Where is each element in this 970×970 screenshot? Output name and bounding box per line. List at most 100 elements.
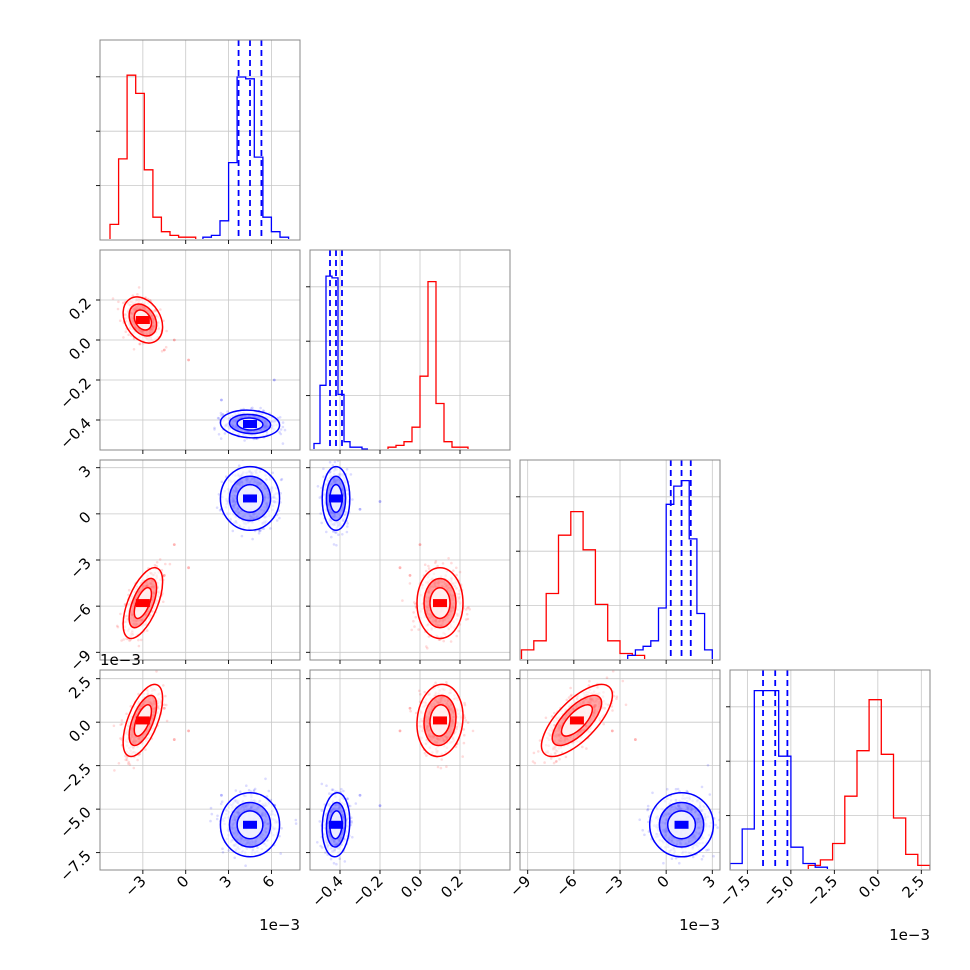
sample-point <box>112 724 116 728</box>
sample-point <box>549 757 553 760</box>
sample-point <box>463 716 467 719</box>
sample-point <box>216 814 219 818</box>
sample-point <box>125 758 129 762</box>
sample-point <box>419 693 422 696</box>
sample-point <box>423 751 427 755</box>
sample-point <box>558 757 561 761</box>
sample-point <box>346 522 350 525</box>
sample-point <box>569 686 572 690</box>
sample-point <box>144 748 147 751</box>
sample-point <box>615 695 619 698</box>
sample-point <box>136 758 139 762</box>
sample-point <box>427 567 431 570</box>
sample-point <box>168 562 172 566</box>
sample-point <box>269 527 272 530</box>
sample-point <box>129 705 133 708</box>
sample-point <box>251 537 254 541</box>
sample-point <box>160 349 164 353</box>
sample-point <box>155 564 158 568</box>
sample-point <box>219 437 223 440</box>
sample-point <box>414 602 417 606</box>
sample-point <box>434 560 438 563</box>
sample-point <box>120 719 124 722</box>
sample-point <box>294 818 298 822</box>
sample-point <box>121 301 125 305</box>
sample-point <box>624 703 628 707</box>
sample-point <box>111 297 115 300</box>
sample-point <box>440 758 444 761</box>
sample-point <box>237 464 241 468</box>
sample-point <box>553 711 556 715</box>
sample-point <box>468 608 472 611</box>
sample-point <box>564 755 568 759</box>
sample-point <box>119 612 122 616</box>
background-layer <box>100 40 930 870</box>
sample-point <box>116 625 120 629</box>
sample-point <box>436 564 439 568</box>
sample-point <box>346 525 349 528</box>
sample-point <box>125 712 128 716</box>
sample-point <box>466 606 469 610</box>
sample-point <box>240 534 244 538</box>
gridlines-2-2 <box>520 460 720 660</box>
sample-point <box>164 694 167 698</box>
sample-point <box>442 663 445 666</box>
sample-point <box>120 639 123 642</box>
sample-point <box>552 761 556 765</box>
sample-point <box>588 679 591 683</box>
sample-point <box>138 342 142 346</box>
sample-point <box>335 544 338 547</box>
sample-point <box>278 431 281 434</box>
sample-point <box>621 679 625 683</box>
sample-point <box>271 471 275 475</box>
gridlines-1-1 <box>310 250 510 450</box>
sample-point <box>275 519 279 522</box>
sample-point <box>279 478 283 482</box>
sample-point <box>455 566 458 570</box>
sample-point <box>538 739 542 742</box>
sample-point <box>113 769 116 772</box>
sample-point <box>120 722 124 726</box>
sample-point <box>565 698 569 702</box>
sample-point <box>125 637 128 641</box>
sample-point <box>457 629 461 633</box>
sample-point <box>455 634 459 638</box>
sample-point <box>587 684 591 687</box>
sample-point <box>436 765 440 769</box>
sample-point <box>447 557 450 560</box>
sample-point <box>233 455 236 458</box>
sample-point <box>319 512 323 515</box>
sample-point <box>278 516 281 520</box>
sample-point <box>281 442 285 445</box>
sample-point <box>123 603 127 606</box>
sample-point <box>258 529 262 533</box>
sample-point <box>449 640 453 643</box>
sample-point <box>412 619 415 623</box>
sample-point <box>330 535 333 539</box>
sample-point <box>345 468 349 471</box>
sample-point <box>328 460 332 464</box>
sample-point <box>223 432 227 435</box>
sample-point <box>162 684 165 687</box>
sample-point <box>137 638 140 642</box>
sample-point <box>413 601 416 604</box>
sample-point <box>122 336 125 339</box>
sample-point <box>332 543 336 546</box>
sample-point <box>221 851 225 854</box>
sample-point <box>118 319 122 323</box>
sample-point <box>136 293 139 296</box>
sample-point <box>316 485 320 488</box>
sample-point <box>466 617 470 621</box>
sample-point <box>585 747 588 750</box>
sample-point <box>139 638 143 642</box>
sample-point <box>425 645 428 648</box>
sample-point <box>165 719 169 723</box>
gridlines-0-0 <box>100 40 300 240</box>
sample-point <box>458 570 462 574</box>
sample-point <box>162 703 166 706</box>
sample-point <box>419 667 422 670</box>
sample-point <box>162 319 165 323</box>
sample-point <box>257 531 261 535</box>
sample-point <box>425 754 428 757</box>
sample-point <box>160 568 164 572</box>
